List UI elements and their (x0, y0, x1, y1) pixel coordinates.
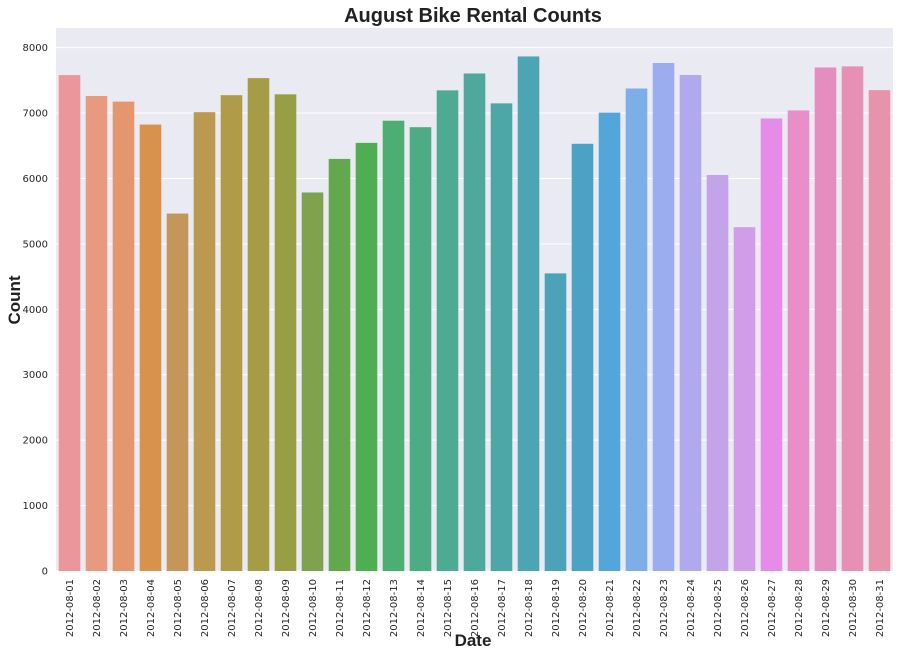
x-tick-label: 2012-08-07 (227, 579, 238, 637)
bar-2012-08-10 (301, 192, 324, 571)
y-axis-label: Count (5, 275, 24, 324)
bar-2012-08-21 (598, 112, 621, 571)
bar-2012-08-26 (733, 227, 756, 571)
x-tick-label: 2012-08-05 (173, 579, 184, 637)
y-axis-ticks: 0 1000 2000 3000 4000 5000 6000 7000 8000 (23, 43, 48, 577)
bar-2012-08-23 (652, 63, 675, 571)
x-tick-label: 2012-08-04 (146, 579, 157, 637)
bar-2012-08-29 (814, 67, 837, 571)
bar-2012-08-09 (274, 94, 297, 572)
x-tick-label: 2012-08-08 (254, 579, 265, 637)
bar-2012-08-31 (868, 90, 891, 571)
bar-2012-08-13 (382, 120, 405, 572)
x-tick-label: 2012-08-29 (821, 579, 832, 637)
y-tick-label: 6000 (23, 174, 48, 185)
x-tick-label: 2012-08-06 (200, 579, 211, 637)
bar-2012-08-04 (139, 124, 162, 571)
bar-2012-08-08 (247, 78, 270, 572)
y-tick-label: 7000 (23, 109, 48, 120)
x-tick-label: 2012-08-16 (470, 579, 481, 637)
x-tick-label: 2012-08-28 (794, 579, 805, 637)
x-tick-label: 2012-08-03 (119, 579, 130, 637)
x-tick-label: 2012-08-01 (65, 579, 76, 637)
x-tick-label: 2012-08-11 (335, 579, 346, 637)
bar-2012-08-19 (544, 273, 567, 571)
bar-2012-08-05 (166, 213, 189, 572)
bar-2012-08-25 (706, 175, 729, 571)
bar-2012-08-11 (328, 158, 351, 571)
bar-2012-08-06 (193, 112, 216, 572)
bars (58, 56, 891, 572)
x-axis-ticks: 2012-08-01 2012-08-02 2012-08-03 2012-08-04… (65, 579, 886, 637)
y-tick-label: 4000 (23, 305, 48, 316)
bar-2012-08-24 (679, 74, 702, 571)
bar-2012-08-02 (85, 95, 108, 571)
bar-2012-08-03 (112, 101, 135, 571)
x-tick-label: 2012-08-24 (686, 579, 697, 637)
bar-2012-08-14 (409, 127, 432, 572)
y-tick-label: 1000 (23, 501, 48, 512)
x-tick-label: 2012-08-31 (875, 579, 886, 637)
x-tick-label: 2012-08-25 (713, 579, 724, 637)
x-tick-label: 2012-08-15 (443, 579, 454, 637)
x-axis-label: Date (455, 631, 492, 650)
x-tick-label: 2012-08-09 (281, 579, 292, 637)
bar-2012-08-18 (517, 56, 540, 571)
bar-2012-08-07 (220, 95, 243, 571)
x-tick-label: 2012-08-10 (308, 579, 319, 637)
bar-2012-08-12 (355, 142, 378, 571)
bar-2012-08-20 (571, 143, 594, 571)
y-tick-label: 8000 (23, 43, 48, 54)
x-tick-label: 2012-08-17 (497, 579, 508, 637)
bar-2012-08-22 (625, 88, 648, 571)
x-tick-label: 2012-08-18 (524, 579, 535, 637)
x-tick-label: 2012-08-30 (848, 579, 859, 637)
bar-2012-08-01 (58, 75, 81, 572)
x-tick-label: 2012-08-21 (605, 579, 616, 637)
bar-2012-08-15 (436, 90, 459, 572)
bar-2012-08-17 (490, 103, 513, 571)
y-tick-label: 2000 (23, 436, 48, 447)
bar-2012-08-16 (463, 73, 486, 571)
x-tick-label: 2012-08-22 (632, 579, 643, 637)
chart-title: August Bike Rental Counts (344, 5, 602, 27)
x-tick-label: 2012-08-26 (740, 579, 751, 637)
y-tick-label: 5000 (23, 239, 48, 250)
x-tick-label: 2012-08-02 (92, 579, 103, 637)
x-tick-label: 2012-08-20 (578, 579, 589, 637)
x-tick-label: 2012-08-23 (659, 579, 670, 637)
x-tick-label: 2012-08-13 (389, 579, 400, 637)
x-tick-label: 2012-08-27 (767, 579, 778, 637)
x-tick-label: 2012-08-14 (416, 579, 427, 637)
bar-2012-08-30 (841, 66, 864, 571)
x-tick-label: 2012-08-19 (551, 579, 562, 637)
bar-2012-08-28 (787, 110, 810, 571)
y-tick-label: 3000 (23, 370, 48, 381)
x-tick-label: 2012-08-12 (362, 579, 373, 637)
y-tick-label: 0 (42, 567, 48, 578)
bar-2012-08-27 (760, 118, 783, 571)
